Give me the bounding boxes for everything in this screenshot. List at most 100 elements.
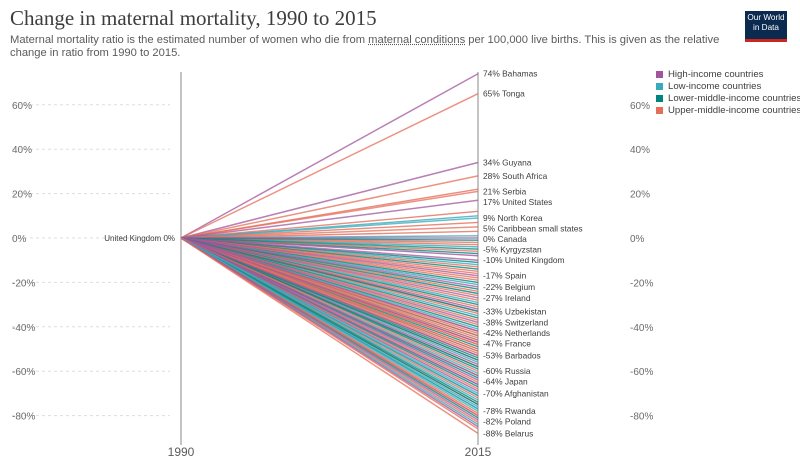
end-label: -38% Switzerland (483, 317, 549, 327)
end-label-value: -27% (483, 293, 505, 303)
y-tick-label: -40% (12, 323, 35, 334)
end-label: -22% Belgium (483, 282, 535, 292)
legend-item-high-income[interactable]: High-income countries (656, 68, 800, 80)
end-label: 65% Tonga (483, 89, 525, 99)
y-tick-label: 40% (12, 145, 32, 156)
end-label-name: Bahamas (502, 69, 537, 79)
end-label-value: -78% (483, 406, 505, 416)
end-label: 17% United States (483, 197, 552, 207)
x-label-2015: 2015 (465, 445, 492, 459)
end-label: -60% Russia (483, 366, 531, 376)
legend-item-low-income[interactable]: Low-income countries (656, 80, 800, 92)
country-line-ireland (180, 237, 479, 299)
country-line-north-korea (180, 217, 479, 239)
subtitle-text-start: Maternal mortality ratio is the estimate… (10, 34, 369, 46)
end-label: -88% Belarus (483, 428, 533, 438)
end-label-value: 28% (483, 171, 502, 181)
country-line-tonga (180, 93, 479, 239)
end-label-value: 5% (483, 224, 497, 234)
country-line-netherlands (180, 237, 479, 332)
end-label: -82% Poland (483, 417, 531, 427)
end-label-value: 9% (483, 213, 497, 223)
end-label-value: 17% (483, 197, 502, 207)
y-axis-labels-left: 60% 40% 20% 0% -20% -40% -60% -80% (12, 101, 35, 423)
end-label-name: Uzbekistan (505, 306, 547, 316)
y-tick-label: 60% (12, 101, 32, 112)
y-tick-label: 0% (630, 234, 645, 245)
start-label-value: 0% (163, 234, 175, 243)
y-tick-label: -60% (630, 367, 653, 378)
end-label-value: -5% (483, 245, 500, 255)
end-label-name: Belarus (505, 428, 533, 438)
country-line-south-africa (180, 175, 479, 239)
end-label: -47% France (483, 338, 531, 348)
y-tick-label: -80% (12, 412, 35, 423)
legend: High-income countries Low-income countri… (656, 68, 800, 116)
x-label-1990: 1990 (168, 445, 195, 459)
maternal-conditions-link[interactable]: maternal conditions (368, 34, 466, 46)
end-label-name: United States (502, 197, 552, 207)
legend-label: Upper-middle-income countries (668, 104, 800, 116)
end-label-name: Barbados (505, 351, 541, 361)
end-label-name: South Africa (502, 171, 548, 181)
y-tick-label: -20% (630, 278, 653, 289)
end-label-name: Poland (505, 417, 531, 427)
end-label: 5% Caribbean small states (483, 224, 583, 234)
legend-swatch (656, 70, 663, 78)
country-line-poland (180, 237, 479, 421)
our-world-in-data-logo[interactable]: Our World in Data (745, 11, 787, 42)
end-label: -70% Afghanistan (483, 388, 549, 398)
legend-item-upper-middle-income[interactable]: Upper-middle-income countries (656, 104, 800, 116)
country-line (180, 210, 479, 239)
end-label-value: -42% (483, 328, 505, 338)
country-line-russia (180, 237, 479, 372)
y-tick-label: 20% (630, 190, 650, 201)
y-tick-label: 20% (12, 190, 32, 201)
end-label: 9% North Korea (483, 213, 543, 223)
country-line-united-kingdom (180, 237, 479, 261)
end-label-value: -88% (483, 428, 505, 438)
end-label-name: Rwanda (505, 406, 536, 416)
y-tick-label: -60% (12, 367, 35, 378)
country-line-spain (180, 237, 479, 277)
end-label: -64% Japan (483, 377, 528, 387)
legend-label: High-income countries (668, 68, 764, 80)
end-label-name: Serbia (502, 186, 527, 196)
legend-item-lower-middle-income[interactable]: Lower-middle-income countries (656, 92, 800, 104)
country-line-barbados (180, 237, 479, 357)
y-tick-label: -40% (630, 323, 653, 334)
country-line-belarus (180, 237, 479, 434)
legend-swatch (656, 82, 663, 90)
subtitle-text-end: per 100,000 live births. This is given a… (10, 34, 720, 59)
y-tick-label: -20% (12, 278, 35, 289)
y-tick-label: 0% (12, 234, 27, 245)
legend-label: Lower-middle-income countries (668, 92, 800, 104)
end-label-value: 65% (483, 89, 502, 99)
end-label-value: 74% (483, 69, 502, 79)
end-label-name: Netherlands (505, 328, 550, 338)
end-label: -5% Kyrgyzstan (483, 245, 542, 255)
legend-label: Low-income countries (668, 80, 762, 92)
end-label-value: -53% (483, 351, 505, 361)
country-line-switzerland (180, 237, 479, 324)
country-line-bahamas (180, 73, 479, 239)
y-tick-label: 40% (630, 145, 650, 156)
end-label-name: Caribbean small states (497, 224, 582, 234)
end-label: 74% Bahamas (483, 69, 537, 79)
country-line-france (180, 237, 479, 344)
end-label: -78% Rwanda (483, 406, 536, 416)
start-label: United Kingdom 0% (104, 234, 175, 243)
country-line-belgium (180, 237, 479, 288)
end-label: -27% Ireland (483, 293, 531, 303)
chart-title: Change in maternal mortality, 1990 to 20… (10, 6, 377, 30)
logo-line-2: in Data (753, 23, 779, 32)
legend-swatch (656, 94, 663, 102)
end-label: -10% United Kingdom (483, 255, 565, 265)
end-label: -33% Uzbekistan (483, 306, 547, 316)
country-line-serbia (180, 190, 479, 239)
end-label: 34% Guyana (483, 158, 532, 168)
end-label-value: -10% (483, 255, 505, 265)
legend-swatch (656, 106, 663, 114)
country-line-caribbean-small-states (180, 226, 479, 239)
